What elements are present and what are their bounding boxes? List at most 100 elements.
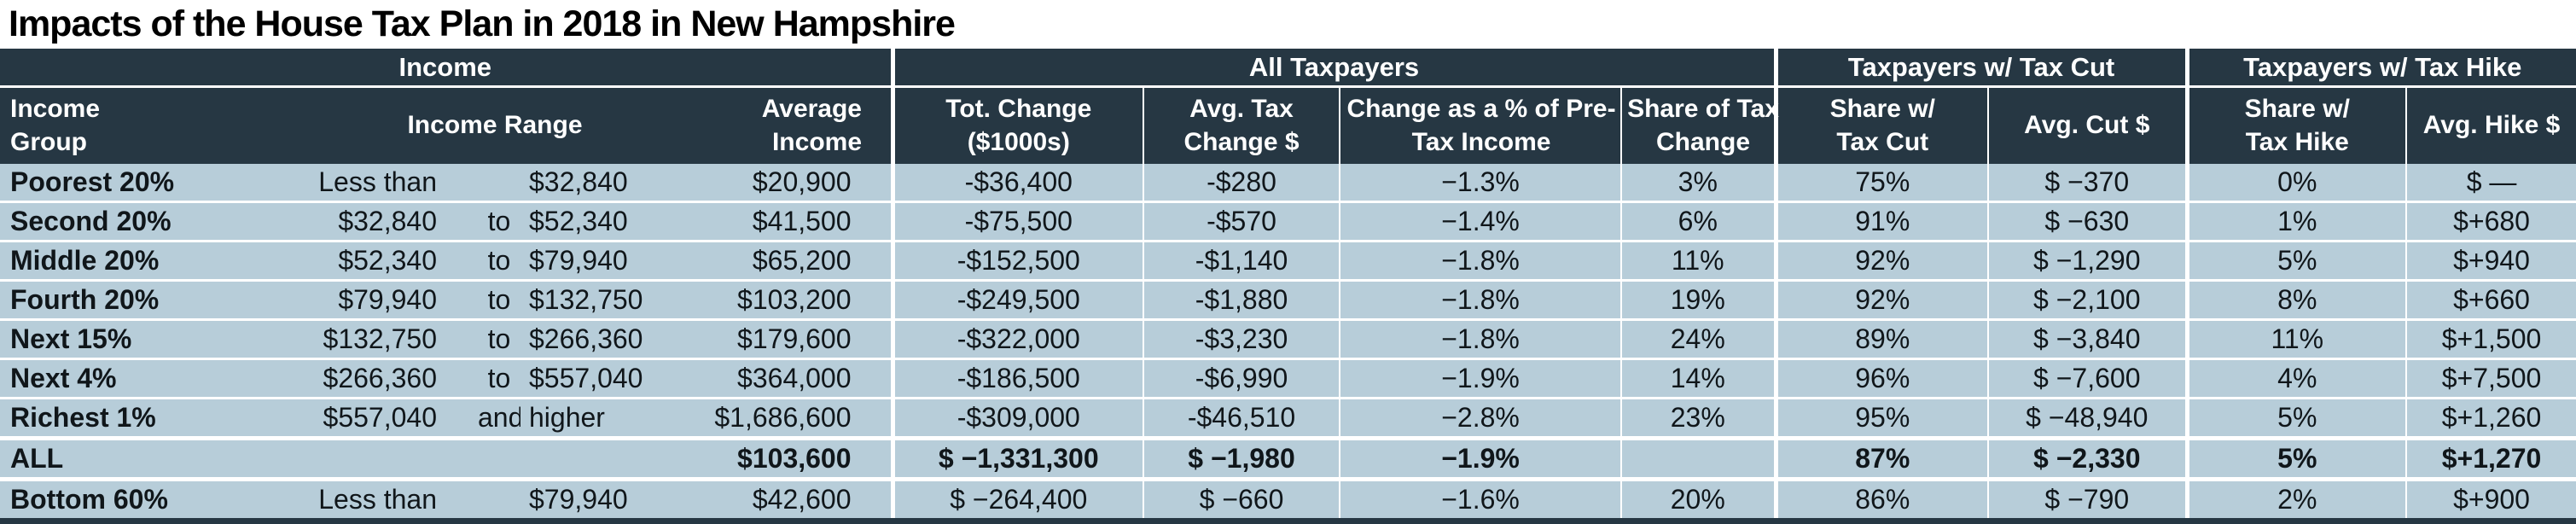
table-row: Middle 20% $52,340 to $79,940 $65,200 -$152,5…	[0, 241, 2576, 281]
table-row: Next 4% $266,360 to $557,040 $364,000 -$186,5…	[0, 358, 2576, 399]
cell-range-hi: $52,340	[520, 201, 708, 242]
cell-range-lo: Less than	[282, 164, 478, 202]
cell-range-lo: $52,340	[282, 241, 478, 281]
cell-tot-change: -$322,000	[893, 319, 1145, 359]
cell-range-hi: $557,040	[520, 358, 708, 399]
cell-avg-hike: $+680	[2406, 201, 2576, 242]
cell-share-tax-hike: 8%	[2187, 280, 2408, 320]
cell-share-tax-cut: 92%	[1776, 280, 1990, 320]
cell-avg-income: $1,686,600	[708, 398, 895, 439]
cell-share-tax-cut: 92%	[1776, 241, 1990, 281]
cell-avg-hike: $+660	[2406, 280, 2576, 320]
cell-range-hi	[520, 438, 708, 480]
cell-avg-tax-change: $ −1,980	[1143, 438, 1341, 480]
cell-range-hi: $32,840	[520, 164, 708, 202]
cell-avg-tax-change: -$46,510	[1143, 398, 1341, 439]
cell-share-tax-hike: 5%	[2187, 398, 2408, 439]
cell-pct-pretax: −1.8%	[1340, 280, 1623, 320]
table-row: Second 20% $32,840 to $52,340 $41,500 -$75,50…	[0, 201, 2576, 242]
cell-avg-cut: $ −7,600	[1988, 358, 2189, 399]
cell-avg-tax-change: -$1,140	[1143, 241, 1341, 281]
cell-tot-change: -$75,500	[893, 201, 1145, 242]
cell-share-tax-cut: 87%	[1776, 438, 1990, 480]
cell-range-hi: $79,940	[520, 479, 708, 521]
cell-tot-change: -$186,500	[893, 358, 1145, 399]
cell-avg-tax-change: -$280	[1143, 164, 1341, 202]
table-row: Poorest 20% Less than $32,840 $20,900 -$36,4…	[0, 164, 2576, 202]
cell-range-mid: to	[478, 241, 520, 281]
cell-share-tax-change: 19%	[1621, 280, 1778, 320]
cell-share-tax-change: 23%	[1621, 398, 1778, 439]
cell-avg-cut: $ −370	[1988, 164, 2189, 202]
cell-range-lo: $132,750	[282, 319, 478, 359]
cell-pct-pretax: −1.9%	[1340, 438, 1623, 480]
cell-share-tax-change: 24%	[1621, 319, 1778, 359]
cell-avg-income: $65,200	[708, 241, 895, 281]
cell-avg-hike: $+1,260	[2406, 398, 2576, 439]
cell-range-mid: to	[478, 280, 520, 320]
cell-avg-income: $42,600	[708, 479, 895, 521]
cell-group: Next 4%	[0, 358, 282, 399]
cell-range-hi: higher	[520, 398, 708, 439]
cell-avg-cut: $ −3,840	[1988, 319, 2189, 359]
cell-avg-income: $103,200	[708, 280, 895, 320]
cell-pct-pretax: −2.8%	[1340, 398, 1623, 439]
cell-range-mid	[478, 164, 520, 202]
col-header-avg-tax-change: Avg. Tax Change $	[1143, 86, 1341, 164]
cell-avg-cut: $ −2,100	[1988, 280, 2189, 320]
col-header-avg-hike: Avg. Hike $	[2406, 86, 2576, 164]
cell-share-tax-cut: 95%	[1776, 398, 1990, 439]
cell-share-tax-hike: 2%	[2187, 479, 2408, 521]
cell-pct-pretax: −1.6%	[1340, 479, 1623, 521]
cell-avg-income: $41,500	[708, 201, 895, 242]
cell-group: Second 20%	[0, 201, 282, 242]
cell-avg-cut: $ −2,330	[1988, 438, 2189, 480]
column-header-row: Income Group Income Range Average Income…	[0, 86, 2576, 164]
col-header-average-income: Average Income	[708, 86, 895, 164]
cell-tot-change: $ −264,400	[893, 479, 1145, 521]
col-header-share-of-tax-change: Share of Tax Change	[1621, 86, 1779, 164]
cell-pct-pretax: −1.8%	[1340, 241, 1623, 281]
cell-avg-income: $364,000	[708, 358, 895, 399]
cell-pct-pretax: −1.4%	[1340, 201, 1623, 242]
col-header-share-w-tax-hike: Share w/ Tax Hike	[2187, 86, 2408, 164]
cell-avg-cut: $ −630	[1988, 201, 2189, 242]
cell-range-mid	[478, 479, 520, 521]
cell-tot-change: -$152,500	[893, 241, 1145, 281]
col-header-income-range: Income Range	[282, 86, 708, 164]
group-header-tax-hike: Taxpayers w/ Tax Hike	[2187, 49, 2576, 88]
cell-group: Poorest 20%	[0, 164, 282, 202]
col-header-tot-change: Tot. Change ($1000s)	[893, 86, 1145, 164]
cell-share-tax-hike: 5%	[2187, 438, 2408, 480]
impact-table: Income All Taxpayers Taxpayers w/ Tax Cu…	[0, 49, 2576, 524]
cell-avg-tax-change: -$570	[1143, 201, 1341, 242]
cell-tot-change: -$36,400	[893, 164, 1145, 202]
cell-range-mid: to	[478, 358, 520, 399]
group-header-income: Income	[0, 49, 895, 88]
cell-pct-pretax: −1.9%	[1340, 358, 1623, 399]
cell-share-tax-hike: 1%	[2187, 201, 2408, 242]
cell-group: Bottom 60%	[0, 479, 282, 521]
cell-avg-hike: $+940	[2406, 241, 2576, 281]
cell-avg-income: $103,600	[708, 438, 895, 480]
cell-share-tax-hike: 5%	[2187, 241, 2408, 281]
cell-range-mid	[478, 438, 520, 480]
cell-range-hi: $79,940	[520, 241, 708, 281]
cell-avg-hike: $+900	[2406, 479, 2576, 521]
table-row: ALL $103,600 $ −1,331,300 $ −1,980 −1.9% 87% $…	[0, 438, 2576, 480]
cell-share-tax-change: 11%	[1621, 241, 1778, 281]
cell-avg-tax-change: -$3,230	[1143, 319, 1341, 359]
cell-avg-cut: $ −1,290	[1988, 241, 2189, 281]
cell-group: ALL	[0, 438, 282, 480]
cell-range-lo	[282, 438, 478, 480]
cell-range-mid: and	[478, 398, 520, 439]
cell-share-tax-cut: 89%	[1776, 319, 1990, 359]
cell-share-tax-change: 6%	[1621, 201, 1778, 242]
table-body: Poorest 20% Less than $32,840 $20,900 -$36,4…	[0, 164, 2576, 521]
table-row: Bottom 60% Less than $79,940 $42,600 $ −264,…	[0, 479, 2576, 521]
cell-share-tax-hike: 0%	[2187, 164, 2408, 202]
cell-avg-tax-change: -$1,880	[1143, 280, 1341, 320]
cell-group: Next 15%	[0, 319, 282, 359]
cell-range-lo: $79,940	[282, 280, 478, 320]
cell-pct-pretax: −1.8%	[1340, 319, 1623, 359]
